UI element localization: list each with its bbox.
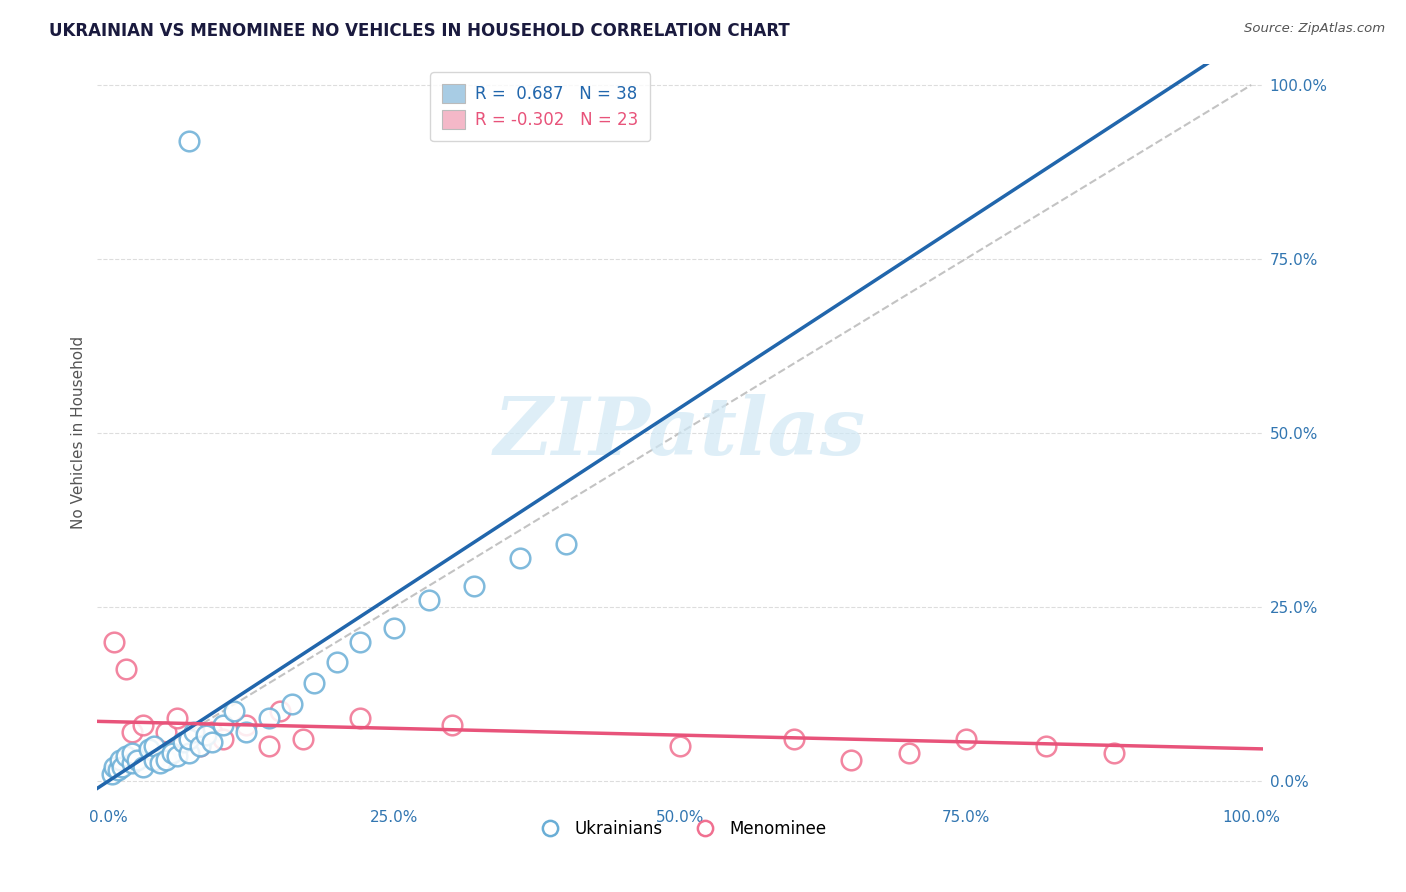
Point [132, 718, 155, 732]
Point [103, 634, 125, 648]
Point [257, 711, 280, 725]
Point [669, 739, 692, 753]
Text: UKRAINIAN VS MENOMINEE NO VEHICLES IN HOUSEHOLD CORRELATION CHART: UKRAINIAN VS MENOMINEE NO VEHICLES IN HO… [49, 22, 790, 40]
Point [177, 731, 200, 746]
Point [304, 676, 326, 690]
Point [103, 760, 125, 774]
Point [107, 764, 129, 778]
Point [188, 739, 211, 753]
Point [115, 662, 138, 676]
Point [160, 746, 183, 760]
Point [235, 725, 257, 739]
Point [111, 760, 134, 774]
Point [132, 760, 155, 774]
Point [1102, 746, 1125, 760]
Point [257, 739, 280, 753]
Point [418, 592, 440, 607]
Point [177, 134, 200, 148]
Point [1035, 739, 1057, 753]
Point [121, 746, 143, 760]
Point [783, 731, 806, 746]
Point [138, 742, 160, 756]
Point [384, 621, 406, 635]
Point [224, 704, 246, 718]
Point [188, 739, 211, 753]
Point [349, 711, 371, 725]
Point [149, 756, 172, 771]
Point [554, 537, 576, 551]
Point [955, 731, 977, 746]
Legend: Ukrainians, Menominee: Ukrainians, Menominee [527, 814, 834, 845]
Point [841, 753, 863, 767]
Point [121, 725, 143, 739]
Point [183, 725, 205, 739]
Point [463, 579, 485, 593]
Point [440, 718, 463, 732]
Point [177, 746, 200, 760]
Y-axis label: No Vehicles in Household: No Vehicles in Household [72, 336, 86, 529]
Point [269, 704, 291, 718]
Point [509, 551, 531, 566]
Point [349, 634, 371, 648]
Point [280, 697, 302, 711]
Point [292, 731, 315, 746]
Point [201, 725, 224, 739]
Point [177, 731, 200, 746]
Point [155, 725, 177, 739]
Point [143, 739, 166, 753]
Point [212, 718, 235, 732]
Point [166, 749, 188, 764]
Point [108, 753, 131, 767]
Point [212, 731, 235, 746]
Point [172, 735, 194, 749]
Point [155, 753, 177, 767]
Text: Source: ZipAtlas.com: Source: ZipAtlas.com [1244, 22, 1385, 36]
Point [143, 753, 166, 767]
Point [166, 711, 188, 725]
Point [201, 735, 224, 749]
Point [897, 746, 920, 760]
Point [121, 756, 143, 771]
Point [235, 718, 257, 732]
Point [326, 656, 349, 670]
Point [127, 753, 149, 767]
Point [194, 729, 217, 743]
Point [101, 766, 124, 780]
Text: ZIPatlas: ZIPatlas [494, 394, 866, 472]
Point [115, 749, 138, 764]
